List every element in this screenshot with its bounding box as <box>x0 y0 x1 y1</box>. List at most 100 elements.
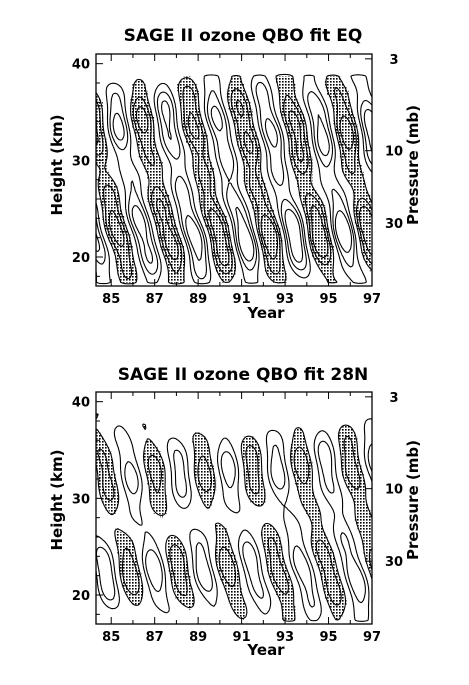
stipple-cell <box>96 149 107 154</box>
stipple-cell <box>252 204 272 209</box>
stipple-cell <box>342 465 362 470</box>
stipple-cell <box>241 439 257 444</box>
stipple-cell <box>365 260 373 265</box>
stipple-cell <box>215 528 227 533</box>
stipple-cell <box>130 112 152 117</box>
stipple-cell <box>265 550 283 555</box>
stipple-cell <box>196 480 217 485</box>
stipple-cell <box>243 175 264 180</box>
stipple-cell <box>117 271 137 276</box>
stipple-cell <box>260 245 283 250</box>
stipple-cell <box>243 473 264 477</box>
stipple-cell <box>352 186 366 191</box>
stipple-cell <box>267 561 285 566</box>
stipple-cell <box>183 131 206 136</box>
stipple-cell <box>220 274 234 279</box>
stipple-cell <box>194 450 210 455</box>
stipple-cell <box>307 234 330 239</box>
stipple-cell <box>335 616 341 621</box>
stipple-cell <box>132 123 155 128</box>
stipple-cell <box>173 587 193 592</box>
stipple-cell <box>342 461 360 466</box>
stipple-cell <box>292 469 313 474</box>
stipple-cell <box>252 201 270 206</box>
stipple-cell <box>115 260 135 265</box>
stipple-cell <box>226 590 242 595</box>
stipple-cell <box>235 123 255 128</box>
stipple-cell <box>284 120 306 125</box>
stipple-cell <box>222 278 232 283</box>
stipple-cell <box>342 168 362 173</box>
stipple-cell <box>98 480 116 485</box>
stipple-cell <box>155 227 178 232</box>
stipple-cell <box>309 238 332 243</box>
stipple-cell <box>354 506 369 511</box>
stipple-cell <box>277 87 296 92</box>
stipple-cell <box>354 513 373 518</box>
stipple-cell <box>96 157 107 162</box>
stipple-cell <box>275 76 294 81</box>
stipple-cell <box>119 565 140 570</box>
stipple-cell <box>288 146 311 151</box>
stipple-cell <box>316 557 336 562</box>
stipple-cell <box>198 487 217 492</box>
stipple-cell <box>307 513 321 518</box>
stipple-cell <box>138 149 159 154</box>
stipple-cell <box>179 94 199 99</box>
stipple-cell <box>354 509 371 514</box>
stipple-cell <box>185 135 208 139</box>
stipple-cell <box>140 157 161 162</box>
stipple-cell <box>132 90 148 95</box>
stipple-cell <box>130 101 150 106</box>
stipple-cell <box>314 256 334 261</box>
stipple-cell <box>241 153 262 158</box>
stipple-cell <box>262 249 283 254</box>
stipple-cell <box>188 142 208 147</box>
stipple-cell <box>290 160 313 165</box>
stipple-cell <box>292 168 313 173</box>
stipple-cell <box>265 554 283 559</box>
stipple-cell <box>194 171 214 176</box>
stipple-cell <box>305 509 321 514</box>
x-tick-label: 95 <box>319 630 337 645</box>
stipple-cell <box>228 101 251 106</box>
stipple-cell <box>262 528 277 533</box>
stipple-cell <box>305 216 328 221</box>
stipple-cell <box>230 79 242 84</box>
stipple-cell <box>269 576 291 581</box>
stipple-cell <box>333 120 356 125</box>
stipple-cell <box>98 476 116 481</box>
stipple-cell <box>136 135 155 139</box>
stipple-cell <box>147 476 165 481</box>
stipple-cell <box>168 561 189 566</box>
stipple-cell <box>100 491 118 496</box>
stipple-cell <box>132 116 155 121</box>
stipple-cell <box>192 153 210 158</box>
pressure-tick-label: 30 <box>385 555 403 570</box>
stipple-cell <box>350 182 366 187</box>
stipple-cell <box>354 219 373 224</box>
stipple-cell <box>320 572 339 577</box>
stipple-cell <box>243 461 262 466</box>
stipple-cell <box>337 432 356 437</box>
stipple-cell <box>207 227 229 232</box>
stipple-cell <box>348 179 366 184</box>
stipple-cell <box>143 160 163 165</box>
stipple-cell <box>265 263 285 268</box>
stipple-cell <box>166 260 185 265</box>
stipple-cell <box>256 227 281 232</box>
y2-axis-label: Pressure (mb) <box>404 440 422 560</box>
stipple-cell <box>333 109 354 114</box>
stipple-cell <box>243 179 264 184</box>
stipple-cell <box>301 197 321 202</box>
stipple-cell <box>98 473 116 477</box>
stipple-cell <box>168 274 185 279</box>
stipple-cell <box>365 557 373 562</box>
stipple-cell <box>292 439 306 444</box>
stipple-cell <box>265 260 285 265</box>
stipple-cell <box>254 502 264 507</box>
stipple-cell <box>339 149 360 154</box>
stipple-cell <box>312 539 328 544</box>
stipple-cell <box>237 138 259 143</box>
stipple-cell <box>297 484 313 489</box>
